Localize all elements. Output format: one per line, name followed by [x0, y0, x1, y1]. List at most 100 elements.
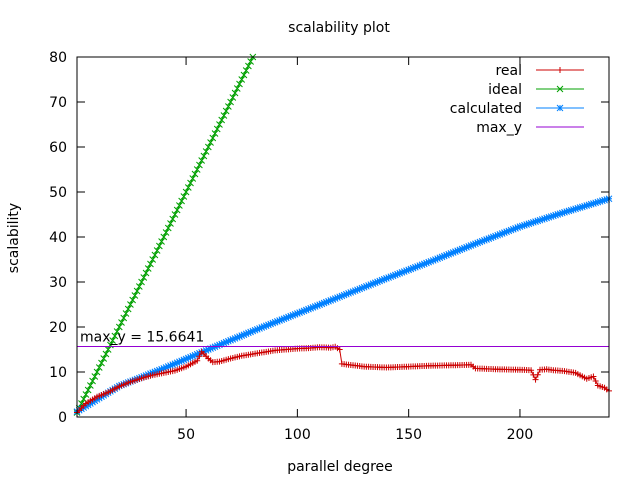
data-point — [345, 289, 352, 297]
data-point — [425, 258, 433, 266]
data-point — [120, 314, 128, 322]
data-point — [436, 254, 444, 262]
data-point — [329, 296, 337, 303]
data-point — [231, 335, 239, 342]
data-point — [294, 310, 301, 317]
data-point — [365, 282, 372, 289]
data-point — [218, 340, 226, 348]
data-point — [147, 260, 154, 268]
data-point — [592, 378, 599, 384]
data-point — [178, 357, 185, 365]
data-point — [476, 238, 484, 246]
data-point — [443, 251, 450, 259]
data-point — [485, 235, 493, 242]
data-point — [162, 229, 170, 236]
data-point — [176, 358, 183, 366]
data-point — [558, 209, 566, 217]
data-point — [387, 273, 395, 281]
data-point — [318, 300, 326, 308]
data-point — [191, 170, 199, 178]
data-point — [142, 269, 150, 277]
data-point — [327, 296, 335, 304]
max-annotation: max_y = 15.6641 — [80, 330, 204, 346]
data-point — [238, 76, 246, 83]
data-point — [300, 307, 308, 315]
data-point — [423, 259, 430, 267]
data-point — [394, 270, 401, 278]
data-point — [583, 202, 591, 209]
data-point — [87, 382, 94, 389]
series-real — [74, 343, 612, 416]
legend-marker — [556, 104, 564, 112]
y-tick-label: 80 — [49, 50, 67, 66]
data-point — [153, 367, 161, 375]
y-tick-label: 40 — [49, 230, 67, 246]
data-point — [296, 309, 303, 316]
data-point — [220, 112, 228, 119]
data-point — [465, 243, 473, 250]
data-point — [193, 350, 201, 358]
data-point — [204, 346, 212, 353]
data-point — [305, 305, 312, 313]
data-point — [240, 331, 248, 339]
data-point — [378, 276, 386, 284]
data-point — [216, 121, 223, 128]
data-point — [169, 215, 177, 223]
data-point — [309, 304, 317, 311]
data-point — [391, 271, 399, 279]
data-point — [282, 314, 290, 322]
data-point — [171, 360, 179, 368]
data-point — [265, 321, 272, 329]
data-point — [169, 361, 177, 368]
data-point — [523, 221, 530, 228]
data-point — [153, 247, 161, 254]
legend-item-max-y: max_y — [476, 120, 584, 136]
data-point — [356, 285, 364, 293]
data-point — [565, 207, 573, 215]
data-point — [287, 312, 295, 320]
data-point — [452, 248, 459, 256]
data-point — [162, 364, 170, 371]
x-tick-label: 150 — [395, 427, 422, 443]
data-point — [363, 282, 370, 290]
data-point — [194, 357, 201, 364]
data-point — [338, 292, 346, 300]
data-point — [124, 305, 132, 313]
data-point — [245, 62, 252, 70]
data-point — [360, 283, 368, 291]
data-point — [167, 362, 174, 369]
data-point — [516, 223, 524, 231]
data-point — [207, 345, 214, 352]
data-point — [578, 203, 586, 211]
data-point — [325, 297, 332, 305]
data-point — [253, 325, 261, 333]
legend-label: calculated — [450, 101, 522, 117]
data-point — [581, 202, 588, 210]
data-point — [563, 208, 571, 215]
data-point — [302, 306, 310, 314]
data-point — [229, 94, 237, 101]
data-point — [527, 219, 535, 227]
data-point — [144, 265, 152, 272]
data-point — [251, 326, 259, 334]
data-point — [331, 295, 339, 302]
data-point — [507, 226, 515, 234]
data-point — [262, 322, 270, 330]
data-point — [512, 225, 519, 232]
legend-item-real: real — [495, 63, 584, 79]
data-point — [400, 268, 408, 275]
data-point — [131, 292, 139, 299]
data-point — [596, 198, 604, 205]
data-point — [336, 346, 343, 353]
data-point — [247, 58, 254, 65]
data-point — [242, 330, 250, 338]
data-point — [271, 318, 279, 326]
data-point — [158, 238, 165, 245]
data-point — [494, 231, 502, 239]
data-point — [291, 311, 299, 318]
data-point — [460, 244, 468, 252]
data-point — [256, 325, 263, 332]
data-point — [472, 240, 479, 248]
data-point — [374, 278, 381, 286]
data-point — [474, 239, 482, 247]
